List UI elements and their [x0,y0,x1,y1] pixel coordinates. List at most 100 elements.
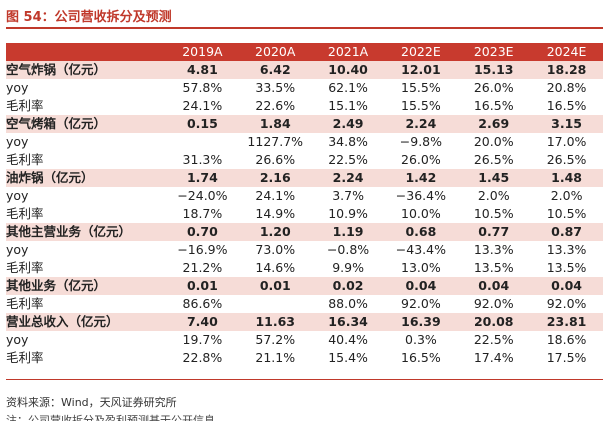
value-cell: 88.0% [328,296,368,311]
value-cell: 21.1% [255,350,296,365]
value-cell: 10.0% [401,206,441,221]
value-cell [166,133,239,151]
table-row: yoy −16.9% 73.0% −0.8% −43.4% 13.3% 13.3% [6,241,603,259]
value-cell: 15.13 [457,61,531,79]
value-cell: 2.0% [477,188,510,203]
header-label-cell [6,43,166,61]
value-cell: 2.0% [550,188,583,203]
value-cell: 13.5% [473,260,514,275]
value-cell: 92.0% [401,296,441,311]
value-cell: 23.81 [530,313,603,331]
table-row: 毛利率 24.1% 22.6% 15.1% 15.5% 16.5% 16.5% [6,97,603,115]
value-cell: 26.5% [473,152,514,167]
value-cell: 2.24 [384,115,458,133]
value-cell: 33.5% [255,80,296,95]
header-year-2024e: 2024E [530,43,603,61]
value-cell: −36.4% [395,188,446,203]
value-cell: −16.9% [177,242,228,257]
value-cell: 1.74 [166,169,239,187]
section-row: 其他主营业务（亿元） 0.70 1.20 1.19 0.68 0.77 0.87 [6,223,603,241]
value-cell [239,295,312,313]
row-label: 空气炸锅（亿元） [6,61,166,79]
value-cell: 1.19 [311,223,385,241]
value-cell: 0.3% [405,332,437,347]
value-cell: 16.5% [473,98,514,113]
value-cell: 20.0% [473,134,514,149]
value-cell: 57.2% [255,332,296,347]
row-label: yoy [6,242,29,257]
header-year-2019a: 2019A [166,43,239,61]
value-cell: 26.0% [401,152,441,167]
value-cell: 9.9% [332,260,364,275]
value-cell: 0.01 [166,277,239,295]
header-year-2020a: 2020A [238,43,312,61]
value-cell: 1127.7% [247,134,304,149]
value-cell: 10.5% [546,206,587,221]
row-label: 毛利率 [6,260,44,275]
value-cell: 14.6% [255,260,296,275]
value-cell: 92.0% [473,296,514,311]
value-cell: 22.5% [473,332,514,347]
value-cell: 16.39 [384,313,458,331]
value-cell: 1.48 [530,169,603,187]
value-cell: 1.84 [238,115,312,133]
value-cell: 92.0% [546,296,587,311]
value-cell: 2.69 [457,115,531,133]
value-cell: 15.1% [328,98,368,113]
value-cell: 1.45 [457,169,531,187]
table-row: yoy 57.8% 33.5% 62.1% 15.5% 26.0% 20.8% [6,79,603,97]
value-cell: 16.34 [311,313,385,331]
header-row: 2019A 2020A 2021A 2022E 2023E 2024E [6,43,603,61]
value-cell: 31.3% [182,152,223,167]
value-cell: 20.08 [457,313,531,331]
row-label: 油炸锅（亿元） [6,169,166,187]
value-cell: 4.81 [166,61,239,79]
value-cell: 13.3% [473,242,514,257]
table-row: 毛利率 18.7% 14.9% 10.9% 10.0% 10.5% 10.5% [6,205,603,223]
row-label: 其他主营业务（亿元） [6,223,166,241]
value-cell: −9.8% [399,134,443,149]
value-cell: 2.49 [311,115,385,133]
section-row: 空气炸锅（亿元） 4.81 6.42 10.40 12.01 15.13 18.28 [6,61,603,79]
value-cell: 22.5% [328,152,368,167]
value-cell: 0.01 [238,277,312,295]
value-cell: 15.5% [401,98,441,113]
value-cell: 15.4% [328,350,368,365]
table-row: 毛利率 22.8% 21.1% 15.4% 16.5% 17.4% 17.5% [6,349,603,367]
value-cell: 11.63 [238,313,312,331]
value-cell: 0.77 [457,223,531,241]
value-cell: 10.5% [473,206,514,221]
source-note: 资料来源：Wind，天风证券研究所 [6,396,177,409]
table-row: 毛利率 86.6% 88.0% 92.0% 92.0% 92.0% [6,295,603,313]
value-cell: 0.02 [311,277,385,295]
value-cell: 16.5% [546,98,587,113]
value-cell: 26.5% [546,152,587,167]
value-cell: 24.1% [255,188,296,203]
row-label: 空气烤箱（亿元） [6,115,166,133]
table-row: yoy 1127.7% 34.8% −9.8% 20.0% 17.0% [6,133,603,151]
row-label: 其他业务（亿元） [6,277,166,295]
value-cell: 40.4% [328,332,368,347]
value-cell: 17.5% [546,350,587,365]
value-cell: 7.40 [166,313,239,331]
value-cell: 13.0% [401,260,441,275]
value-cell: 22.8% [182,350,223,365]
section-row: 油炸锅（亿元） 1.74 2.16 2.24 1.42 1.45 1.48 [6,169,603,187]
value-cell: 21.2% [182,260,223,275]
section-row: 营业总收入（亿元） 7.40 11.63 16.34 16.39 20.08 23.81 [6,313,603,331]
value-cell: 3.7% [332,188,364,203]
table-row: 毛利率 31.3% 26.6% 22.5% 26.0% 26.5% 26.5% [6,151,603,169]
table-body: 空气炸锅（亿元） 4.81 6.42 10.40 12.01 15.13 18.28 yoy 5… [6,61,603,367]
row-label: 毛利率 [6,296,44,311]
value-cell: 0.04 [384,277,458,295]
value-cell: 26.0% [473,80,514,95]
table-row: 毛利率 21.2% 14.6% 9.9% 13.0% 13.5% 13.5% [6,259,603,277]
value-cell: 0.87 [530,223,603,241]
revenue-forecast-table: 2019A 2020A 2021A 2022E 2023E 2024E 空气炸锅（亿元） 4… [6,43,603,367]
value-cell: 18.6% [546,332,587,347]
row-label: 毛利率 [6,350,44,365]
value-cell: 6.42 [238,61,312,79]
value-cell: −0.8% [326,242,370,257]
value-cell: 1.42 [384,169,458,187]
value-cell: −43.4% [395,242,446,257]
